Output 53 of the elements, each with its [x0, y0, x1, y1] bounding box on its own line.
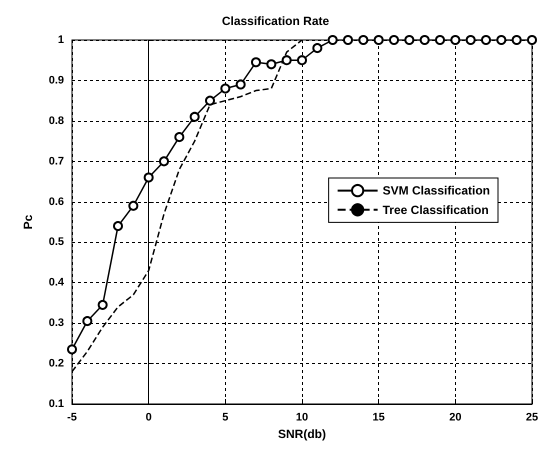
legend-label: SVM Classification [382, 184, 490, 198]
point [389, 35, 399, 45]
point [328, 35, 338, 45]
point [67, 344, 77, 354]
y-axis-title: Pc [21, 214, 35, 230]
point [205, 96, 215, 106]
point [220, 84, 230, 94]
point [144, 172, 154, 183]
x-tick-label: 0 [146, 412, 152, 424]
point [82, 316, 92, 326]
point [527, 35, 537, 45]
point [312, 43, 322, 54]
point [236, 79, 246, 90]
y-tick-label: 0.3 [48, 317, 64, 330]
point [266, 59, 276, 70]
x-tick-label: 15 [372, 412, 385, 424]
y-tick-label: 0.9 [48, 74, 64, 86]
y-tick-label: 0.4 [48, 276, 65, 289]
y-tick-label: 0.5 [48, 236, 64, 248]
point [435, 35, 445, 45]
point [450, 35, 460, 45]
y-tick-label: 1 [58, 34, 64, 46]
y-tick-label: 0.6 [48, 196, 64, 208]
point [190, 112, 200, 122]
point [358, 35, 368, 45]
point [496, 35, 506, 45]
y-tick-label: 0.8 [48, 114, 64, 127]
point [420, 35, 430, 45]
point [251, 57, 261, 68]
point [98, 300, 108, 310]
x-tick-label: 10 [296, 412, 308, 424]
x-tick-label: 25 [526, 412, 538, 424]
x-tick-label: 20 [449, 412, 462, 424]
point [113, 221, 123, 232]
y-tick-label: 0.1 [48, 398, 64, 410]
chart-title: Classification Rate [222, 14, 330, 28]
legend-label: Tree Classification [382, 202, 489, 217]
point [466, 35, 476, 45]
x-tick-label: 5 [222, 412, 228, 424]
point [404, 35, 414, 45]
point [481, 35, 491, 45]
point [297, 55, 307, 66]
point [282, 55, 292, 66]
y-tick-label: 0.7 [48, 155, 64, 168]
y-tick-label: 0.2 [48, 358, 64, 370]
x-axis-title: SNR(db) [278, 427, 326, 441]
x-tick-label: -5 [67, 412, 77, 424]
point [128, 200, 138, 211]
point [159, 156, 169, 166]
point [174, 132, 184, 142]
point [343, 35, 353, 45]
point [374, 35, 384, 45]
point [512, 35, 522, 45]
